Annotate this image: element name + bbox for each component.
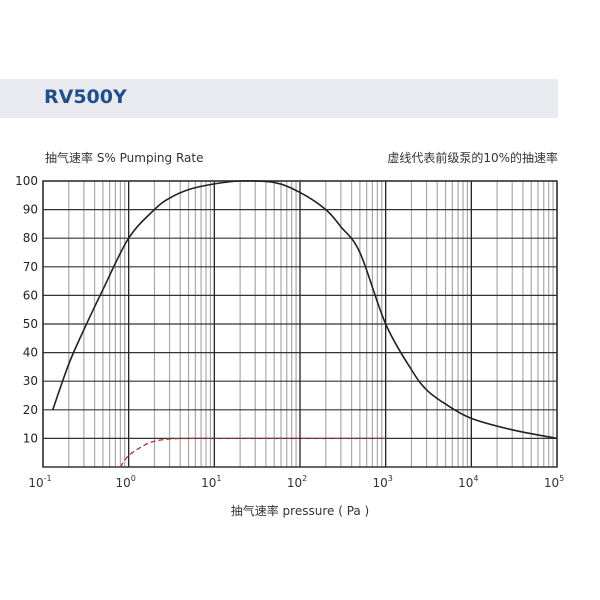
y-axis-label: 抽气速率 S% Pumping Rate bbox=[45, 151, 204, 165]
x-tick-label: 103 bbox=[372, 474, 392, 490]
pumping-rate-curve bbox=[52, 180, 558, 440]
y-tick-label: 80 bbox=[23, 231, 38, 245]
x-tick-label: 104 bbox=[458, 474, 478, 490]
y-tick-label: 20 bbox=[23, 403, 38, 417]
y-tick-label: 100 bbox=[15, 174, 38, 188]
chart-title: RV500Y bbox=[44, 86, 127, 108]
y-tick-label: 30 bbox=[23, 374, 38, 388]
y-tick-label: 50 bbox=[23, 317, 38, 331]
x-tick-label: 101 bbox=[201, 474, 221, 490]
annotation: 虚线代表前级泵的10%的抽速率 bbox=[387, 151, 558, 165]
forepump-10pct-line bbox=[119, 437, 386, 468]
x-axis-label: 抽气速率 pressure ( Pa ) bbox=[230, 504, 370, 518]
x-tick-label: 102 bbox=[287, 474, 307, 490]
title-banner bbox=[0, 79, 558, 118]
y-tick-label: 60 bbox=[23, 288, 38, 302]
plot-frame bbox=[42, 180, 558, 468]
x-tick-label: 10-1 bbox=[28, 474, 51, 490]
y-tick-label: 70 bbox=[23, 260, 38, 274]
x-tick-label: 105 bbox=[544, 474, 564, 490]
x-tick-label: 100 bbox=[115, 474, 135, 490]
y-tick-label: 40 bbox=[23, 346, 38, 360]
y-tick-label: 10 bbox=[23, 431, 38, 445]
y-tick-label: 90 bbox=[23, 203, 38, 217]
